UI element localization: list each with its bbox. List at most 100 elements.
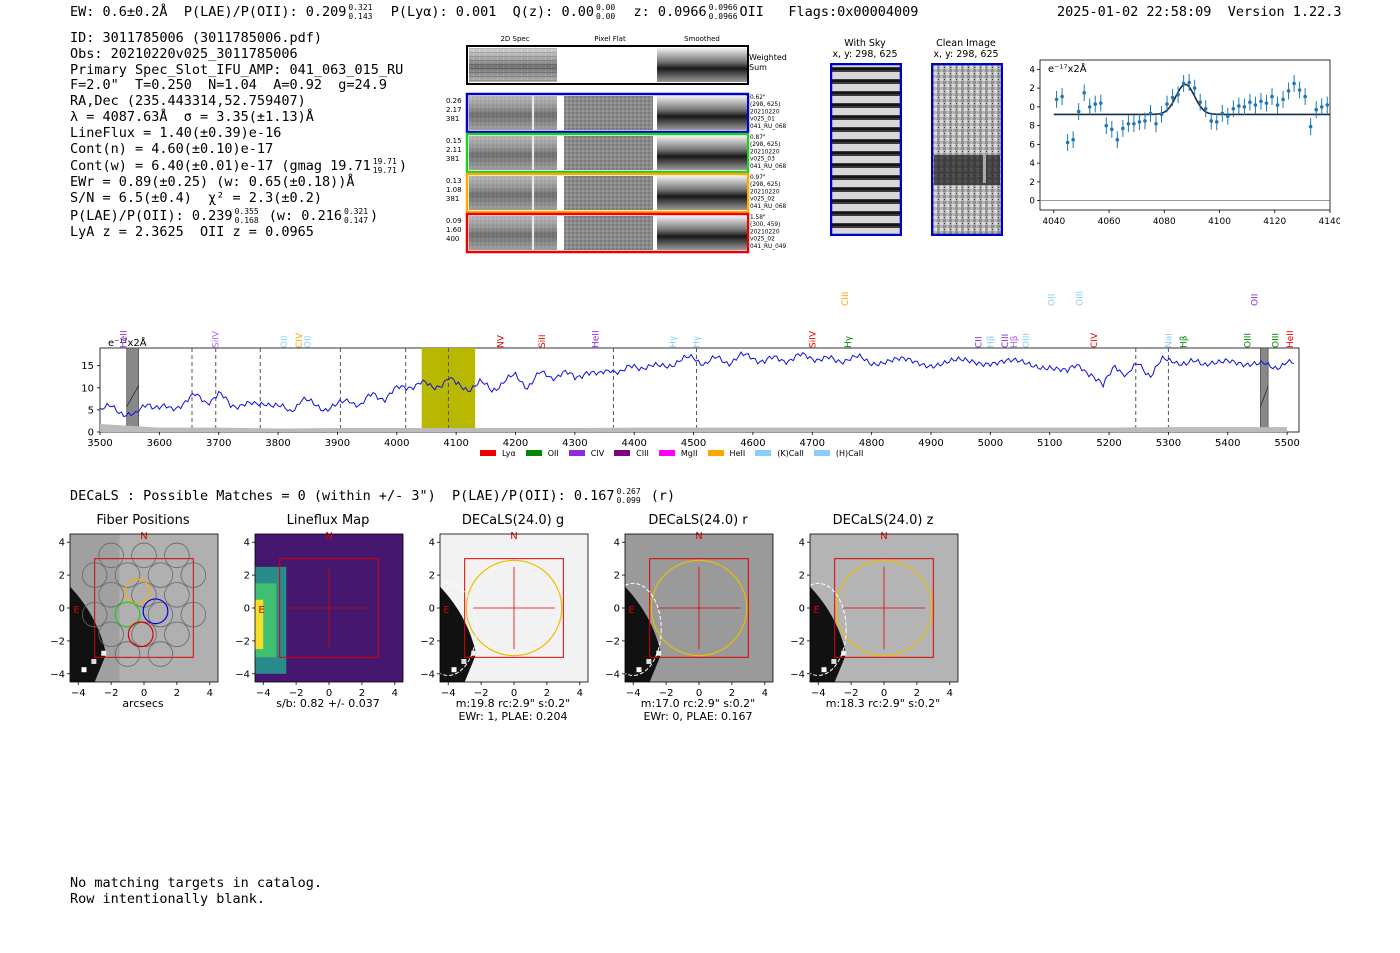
legend-label: (K)CaII xyxy=(777,448,804,458)
catalog-note-line1: No matching targets in catalog. xyxy=(70,875,322,891)
cutout-pixelflat xyxy=(564,136,653,170)
cutout-smoothed xyxy=(657,96,747,130)
cutout-row-meta: (298, 625) xyxy=(750,142,780,148)
cutout-row-stat: 381 xyxy=(446,195,459,203)
x-tick-label: −4 xyxy=(71,688,86,699)
info-radec: RA,Dec (235.443314,52.759407) xyxy=(70,93,306,110)
legend-swatch xyxy=(755,450,772,456)
y-tick-label: 15 xyxy=(81,361,94,372)
panel-caption: m:19.8 rc:2.9" s:0.2" EWr: 1, PLAE: 0.204 xyxy=(433,697,593,723)
fiber-circle xyxy=(98,621,124,648)
line-label: CIV xyxy=(1090,332,1100,348)
z-hi: 0.0966 xyxy=(708,3,738,12)
data-point xyxy=(1281,97,1285,102)
cutout-row-meta: 20210220 xyxy=(750,109,780,115)
cutout-row-stat: 0.13 xyxy=(446,177,462,185)
data-point xyxy=(1132,121,1136,126)
search-box xyxy=(834,558,934,658)
line-label: HeII xyxy=(120,330,130,348)
x-tick-label: 4 xyxy=(762,688,768,699)
col-pixelflat-label: Pixel Flat xyxy=(594,35,626,43)
x-tick-label: 3800 xyxy=(265,438,290,446)
x-tick-label: 2 xyxy=(174,688,180,699)
data-point xyxy=(1308,124,1313,129)
unit-label: e⁻¹⁷x2Å xyxy=(108,336,147,349)
y-tick-label: 14 xyxy=(1030,65,1035,75)
data-point xyxy=(1275,103,1280,107)
x-tick-label: 4800 xyxy=(859,438,884,446)
decals-hi: 0.267 xyxy=(616,487,641,496)
cutout-row-meta: 20210220 xyxy=(750,149,780,155)
line-label: CIII xyxy=(1001,334,1011,348)
decals-summary: DECaLS : Possible Matches = 0 (within +/… xyxy=(70,487,675,505)
y-tick-label: 10 xyxy=(81,383,94,394)
data-point xyxy=(1187,80,1191,85)
legend-item: MgII xyxy=(658,449,698,458)
plae-hi: 0.321 xyxy=(348,3,373,12)
line-label: OII xyxy=(280,336,290,348)
data-point xyxy=(1220,111,1225,116)
y-tick-label: 0 xyxy=(799,604,805,615)
fiber-circle xyxy=(81,562,108,588)
x-tick-label: 3900 xyxy=(325,438,350,446)
data-point xyxy=(1214,120,1219,124)
data-point xyxy=(1126,121,1131,126)
y-tick-label: −4 xyxy=(235,669,250,680)
cutout-row-meta: (298, 625) xyxy=(750,102,780,108)
line-label: OII xyxy=(304,336,314,348)
x-tick-label: 4000 xyxy=(384,438,409,446)
bright-galaxy xyxy=(625,586,662,682)
x-tick-label: 4 xyxy=(577,688,583,699)
legend-swatch xyxy=(707,450,724,456)
x-tick-label: 4060 xyxy=(1098,217,1121,227)
line-label: OIII xyxy=(1271,333,1281,348)
fiber-circle xyxy=(180,562,207,588)
y-tick-label: 0 xyxy=(429,604,435,615)
panel-image: N E −4 −2 0 2 4 4 2 0 −2 −4 xyxy=(50,531,219,699)
cutout-row-meta: 041_RU_068 xyxy=(750,164,787,170)
cutout-row-meta: v025_03 xyxy=(750,157,775,163)
panel-caption: s/b: 0.82 +/- 0.037 xyxy=(248,697,408,710)
fiber-circle xyxy=(147,601,174,628)
fiber-red xyxy=(127,621,154,648)
full-spectrum-chart: 0 5 10 15 3500 3600 3700 3800 3900 4000 4100 4200 43… xyxy=(81,291,1300,446)
line-label: OII xyxy=(1250,294,1260,306)
y-tick-label: 4 xyxy=(799,538,805,549)
line-label: NaI xyxy=(1164,333,1174,348)
cutout-pixelflat xyxy=(564,216,653,250)
data-point xyxy=(1270,94,1274,99)
x-tick-label: −2 xyxy=(104,688,119,699)
east-label: E xyxy=(73,605,79,616)
north-label: N xyxy=(510,531,517,542)
legend-label: Lyα xyxy=(502,448,516,458)
legend-swatch xyxy=(525,450,542,456)
cutout-grid: 2D Spec Pixel Flat Smoothed Weighted Sum… xyxy=(446,35,787,254)
fiber-green xyxy=(114,601,141,628)
data-point xyxy=(1231,106,1236,111)
panel-title: DECaLS(24.0) z xyxy=(832,513,934,528)
line-label: SiII xyxy=(538,334,548,348)
legend-swatch xyxy=(813,450,830,456)
panel-image: N E −4 −2 0 2 4 4 2 0 −2 −4 xyxy=(605,531,774,699)
error-series xyxy=(100,424,1288,432)
panel-caption-line: m:18.3 rc:2.9" s:0.2" xyxy=(825,697,941,710)
legend-swatch xyxy=(614,450,631,456)
x-tick-label: 4140 xyxy=(1319,217,1340,227)
timestamp: 2025-01-02 22:58:09 xyxy=(1057,4,1212,20)
aperture-circle xyxy=(465,559,563,657)
panel-caption: arcsecs xyxy=(63,697,223,710)
x-tick-label: 5300 xyxy=(1156,438,1181,446)
sum-label: Sum xyxy=(749,63,767,72)
panel-image: N E −4 −2 0 2 4 4 2 0 −2 −4 xyxy=(235,531,404,699)
cutout-row-stat: 2.17 xyxy=(446,106,462,114)
data-point xyxy=(1076,109,1081,114)
y-tick-label: 2 xyxy=(244,571,250,582)
search-box xyxy=(94,558,194,658)
line-label: HeII xyxy=(1286,330,1296,348)
panel-caption-line: m:19.8 rc:2.9" s:0.2" xyxy=(455,697,571,710)
legend-item: HeII xyxy=(707,449,745,458)
info-primary: Primary Spec_Slot_IFU_AMP: 041_063_015_R… xyxy=(70,61,404,78)
legend-label: OII xyxy=(547,448,559,458)
x-tick-label: 2 xyxy=(729,688,735,699)
x-tick-label: 3600 xyxy=(147,438,172,446)
